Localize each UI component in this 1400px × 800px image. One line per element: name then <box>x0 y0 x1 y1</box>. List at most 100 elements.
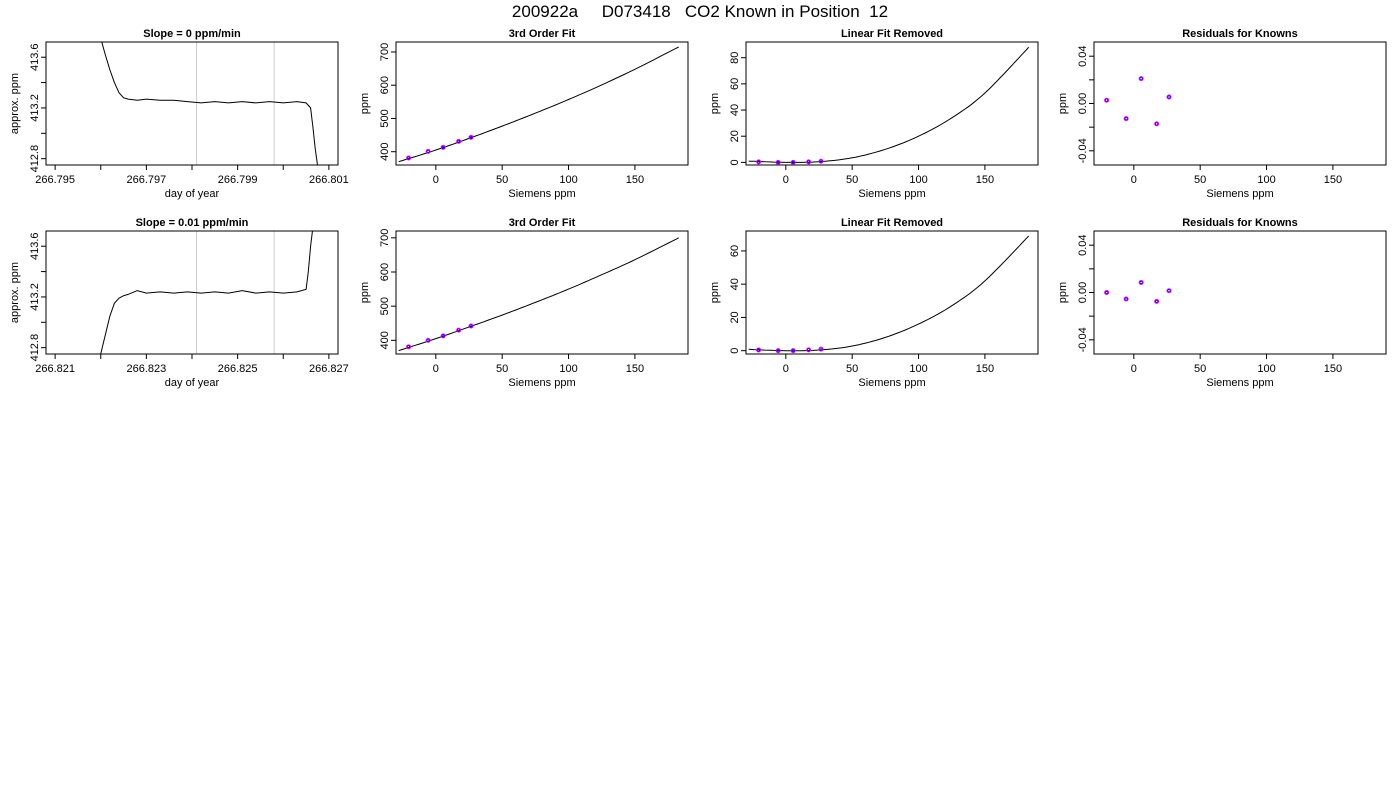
data-point-inner <box>791 349 795 353</box>
data-point <box>806 159 812 165</box>
x-tick-label: 150 <box>976 174 994 186</box>
data-point-inner <box>757 348 761 352</box>
y-axis-label: ppm <box>709 93 721 114</box>
x-tick-label: 100 <box>1257 174 1275 186</box>
data-point-inner <box>441 145 445 149</box>
data-point-inner <box>757 160 761 164</box>
x-tick-label: 266.821 <box>35 363 75 375</box>
x-tick-label: 100 <box>909 174 927 186</box>
data-point <box>425 148 431 154</box>
data-point-inner <box>426 149 430 153</box>
data-point-inner <box>469 135 473 140</box>
y-axis-label: approx. ppm <box>9 73 21 134</box>
concentration-trace <box>100 231 313 354</box>
y-tick-label: 60 <box>729 245 741 257</box>
y-tick-label: -0.04 <box>1077 327 1089 352</box>
plot-frame <box>1093 230 1387 355</box>
y-tick-label: 60 <box>729 78 741 90</box>
data-point <box>1154 121 1160 127</box>
panel-title: 3rd Order Fit <box>509 28 576 40</box>
x-tick-label: 266.799 <box>218 174 258 186</box>
y-tick-label: -0.04 <box>1077 138 1089 163</box>
x-tick-label: 100 <box>559 363 577 375</box>
y-tick-label: 600 <box>379 263 391 281</box>
data-point <box>440 144 446 150</box>
x-axis-label: Siemens ppm <box>1206 188 1273 200</box>
data-point-inner <box>791 160 795 164</box>
x-tick-label: 266.827 <box>309 363 349 375</box>
data-point <box>1138 76 1144 82</box>
x-axis-label: Siemens ppm <box>858 377 925 389</box>
data-point-inner <box>457 328 461 332</box>
y-tick-label: 0.04 <box>1077 45 1089 66</box>
x-tick-label: 0 <box>1131 363 1137 375</box>
x-axis-label: Siemens ppm <box>1206 377 1273 389</box>
data-point-inner <box>807 348 811 352</box>
y-tick-label: 413.2 <box>29 283 41 311</box>
data-point-inner <box>1139 280 1143 285</box>
data-point <box>440 333 446 339</box>
y-tick-label: 412.8 <box>29 334 41 362</box>
panel-linear-removed-bottom: Linear Fit Removed 0 50 100 150 0 20 40 60 Siemen… <box>709 217 1039 389</box>
panel-slope-top: Slope = 0 ppm/min 266.795 266.797 266.799 26… <box>9 28 349 200</box>
x-tick-label: 150 <box>626 174 644 186</box>
data-point <box>790 159 796 165</box>
data-point-inner <box>469 324 473 328</box>
y-tick-label: 413.6 <box>29 232 41 260</box>
x-tick-label: 266.795 <box>35 174 75 186</box>
x-tick-label: 50 <box>496 363 508 375</box>
data-point <box>756 347 762 353</box>
panel-title: Slope = 0.01 ppm/min <box>136 217 249 229</box>
panel-linear-removed-top: Linear Fit Removed 0 50 100 150 0 20 40 60 80 Siem… <box>709 28 1039 200</box>
y-tick-label: 0 <box>729 159 741 165</box>
data-point-inner <box>807 160 811 164</box>
data-point <box>1123 296 1129 302</box>
x-tick-label: 50 <box>1194 363 1206 375</box>
x-tick-label: 150 <box>626 363 644 375</box>
data-point <box>406 344 412 350</box>
data-point <box>790 348 796 354</box>
data-point-inner <box>776 160 780 164</box>
data-point-inner <box>1105 98 1109 102</box>
x-tick-label: 0 <box>1131 174 1137 186</box>
fit-curve <box>398 237 679 352</box>
x-tick-label: 50 <box>846 363 858 375</box>
data-point-inner <box>1105 290 1109 295</box>
y-axis-label: ppm <box>709 282 721 303</box>
panel-residuals-top: Residuals for Knowns 0 50 100 150 -0.04 0.00 0.… <box>1057 28 1387 200</box>
y-tick-label: 400 <box>379 331 391 349</box>
y-tick-label: 20 <box>729 130 741 142</box>
data-point-inner <box>1124 297 1128 301</box>
data-point <box>775 348 781 354</box>
fit-curve <box>748 235 1030 352</box>
data-point <box>806 347 812 353</box>
y-tick-label: 0.04 <box>1077 234 1089 255</box>
panel-title: Linear Fit Removed <box>841 217 943 229</box>
x-tick-label: 0 <box>433 363 439 375</box>
x-tick-label: 266.801 <box>309 174 349 186</box>
y-tick-label: 700 <box>379 43 391 61</box>
panel-title: Slope = 0 ppm/min <box>143 28 241 40</box>
x-axis-label: day of year <box>165 188 220 200</box>
panel-fit-top: 3rd Order Fit 0 50 100 150 400 500 600 700 Siemen… <box>359 28 689 200</box>
x-tick-label: 150 <box>1324 174 1342 186</box>
plot-area <box>101 42 318 165</box>
data-point-inner <box>457 139 461 143</box>
y-tick-label: 700 <box>379 229 391 247</box>
data-point <box>456 138 462 144</box>
x-tick-label: 150 <box>976 363 994 375</box>
plot-frame <box>45 41 339 166</box>
y-tick-label: 413.6 <box>29 43 41 71</box>
y-tick-label: 40 <box>729 104 741 116</box>
concentration-trace <box>101 42 318 165</box>
y-tick-label: 400 <box>379 143 391 161</box>
x-tick-label: 100 <box>1257 363 1275 375</box>
plot-area <box>748 46 1030 165</box>
plot-area <box>1104 76 1172 127</box>
plot-area <box>1104 279 1172 304</box>
x-axis-label: Siemens ppm <box>858 188 925 200</box>
data-point <box>1166 94 1172 100</box>
data-point-inner <box>1139 77 1143 81</box>
fit-curve <box>748 46 1030 163</box>
y-tick-label: 80 <box>729 52 741 64</box>
